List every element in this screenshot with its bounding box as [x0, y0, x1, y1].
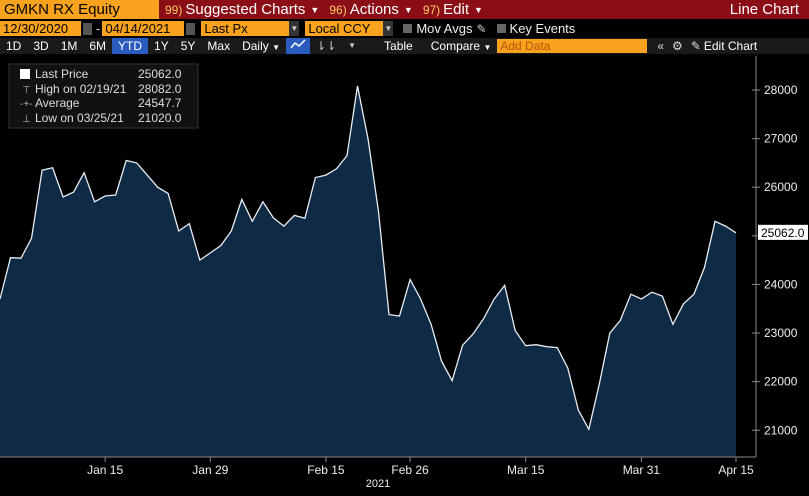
menu-number: 96) [329, 2, 347, 17]
average-marker-icon: -+- [20, 99, 33, 110]
legend-high-label: High on 02/19/21 [35, 82, 127, 96]
table-button[interactable]: Table [384, 39, 413, 53]
frequency-select[interactable]: Daily ▼ [236, 38, 286, 54]
pencil-icon[interactable]: ✎ [476, 21, 487, 36]
period-6m[interactable]: 6M [89, 39, 107, 53]
last-value-tag: 25062.0 [758, 224, 808, 240]
key-events-label[interactable]: Key Events [509, 21, 576, 36]
x-tick-label: Jan 15 [87, 463, 123, 477]
last-value-tag-box [758, 224, 808, 240]
x-tick-label: Jan 29 [192, 463, 228, 477]
y-tick-label: 27000 [764, 132, 798, 146]
security-ticker[interactable]: GMKN RX Equity [0, 0, 159, 19]
legend-last-price-value: 25062.0 [138, 67, 182, 81]
legend-average-value: 24547.7 [138, 96, 182, 110]
collapse-icon[interactable]: « [657, 39, 665, 53]
currency-select[interactable]: Local CCY [305, 21, 384, 36]
top-menu: 99) Suggested Charts ▼ 96) Actions ▼ 97)… [165, 0, 493, 19]
y-tick-label: 22000 [764, 375, 798, 389]
menu-label: Edit [443, 1, 470, 18]
period-1m[interactable]: 1M [60, 39, 78, 53]
last-price-swatch [20, 69, 30, 79]
edit-chart-button[interactable]: Edit Chart [703, 39, 758, 53]
add-data-input[interactable]: Add Data [497, 39, 648, 53]
compare-label: Compare [430, 39, 481, 53]
calendar-icon[interactable] [186, 22, 196, 35]
start-date-input[interactable]: 12/30/2020 [0, 21, 81, 36]
menu-suggested-charts[interactable]: 99) Suggested Charts ▼ [165, 1, 319, 18]
price-area [0, 86, 736, 457]
y-tick-label: 26000 [764, 180, 798, 194]
price-chart: 2100022000230002400025000260002700028000… [0, 56, 809, 496]
x-axis-year-label: 2021 [366, 478, 390, 490]
period-5y[interactable]: 5Y [180, 39, 196, 53]
menu-number: 99) [165, 2, 183, 17]
legend-box [8, 63, 199, 129]
window-title: Line Chart [729, 1, 799, 18]
toolbar: 1D 3D 1M 6M YTD 1Y 5Y Max Daily ▼ ⇂⇂ ▼ T… [0, 38, 809, 54]
price-field-select[interactable]: Last Px [201, 21, 290, 36]
y-axis: 2100022000230002400025000260002700028000 [752, 56, 798, 457]
x-axis: Jan 15 Jan 29 Feb 15 Feb 26 Mar 15 Mar 31 Apr … [0, 456, 756, 477]
x-tick-label: Apr 15 [718, 463, 754, 477]
y-tick-label: 21000 [764, 423, 798, 437]
x-tick-label: Feb 15 [307, 463, 345, 477]
high-marker-icon: ⊤ [22, 85, 31, 96]
y-tick-label: 23000 [764, 326, 798, 340]
end-date-input[interactable]: 04/14/2021 [102, 21, 185, 36]
line-chart-type-icon[interactable] [286, 38, 311, 54]
mov-avgs-checkbox[interactable] [403, 24, 413, 33]
caret-down-icon: ▼ [483, 43, 492, 52]
top-bar: GMKN RX Equity 99) Suggested Charts ▼ 96… [0, 0, 809, 19]
price-line [0, 85, 737, 432]
last-value-tag-text: 25062.0 [761, 226, 805, 240]
x-tick-label: Mar 15 [507, 463, 545, 477]
period-3d[interactable]: 3D [33, 39, 49, 53]
menu-edit[interactable]: 97) Edit ▼ [423, 1, 483, 18]
gear-icon[interactable]: ⚙ [672, 39, 683, 53]
menu-label: Actions [349, 1, 399, 18]
y-tick-label: 24000 [764, 277, 798, 291]
compare-button[interactable]: Compare ▼ [425, 38, 498, 54]
bar-chart-type-icon[interactable]: ⇂⇂ [316, 39, 337, 53]
x-tick-label: Feb 26 [391, 463, 429, 477]
legend-average-label: Average [35, 96, 80, 110]
pencil-icon[interactable]: ✎ [690, 39, 701, 53]
plot-area [0, 85, 737, 457]
legend-low-label: Low on 03/25/21 [35, 111, 124, 125]
menu-number: 97) [422, 2, 441, 17]
calendar-icon[interactable] [83, 22, 92, 35]
frequency-label: Daily [242, 39, 269, 53]
period-ytd[interactable]: YTD [112, 38, 149, 54]
date-controls-bar: 12/30/2020 - 04/14/2021 Last Px ▼ Local … [0, 20, 809, 37]
key-events-checkbox[interactable] [496, 24, 506, 33]
period-1y[interactable]: 1Y [154, 39, 169, 53]
x-tick-label: Mar 31 [623, 463, 661, 477]
chevron-down-icon[interactable]: ▼ [289, 21, 300, 36]
y-tick-label: 28000 [764, 83, 798, 97]
period-1d[interactable]: 1D [6, 39, 22, 53]
menu-actions[interactable]: 96) Actions ▼ [329, 1, 412, 18]
legend: Last Price 25062.0 ⊤ High on 02/19/21 28… [8, 63, 199, 129]
legend-last-price-label: Last Price [35, 67, 89, 81]
low-marker-icon: ⊥ [22, 114, 31, 125]
legend-low-value: 21020.0 [138, 111, 182, 125]
caret-down-icon: ▼ [474, 4, 483, 15]
mov-avgs-label[interactable]: Mov Avgs [416, 21, 473, 36]
caret-down-icon: ▼ [310, 4, 320, 15]
period-max[interactable]: Max [207, 39, 231, 53]
legend-high-value: 28082.0 [138, 82, 182, 96]
caret-down-icon: ▼ [272, 43, 281, 52]
caret-down-icon[interactable]: ▼ [348, 41, 357, 50]
date-separator: - [96, 21, 101, 36]
caret-down-icon: ▼ [403, 4, 413, 15]
menu-label: Suggested Charts [185, 1, 306, 18]
chevron-down-icon[interactable]: ▼ [383, 21, 394, 36]
